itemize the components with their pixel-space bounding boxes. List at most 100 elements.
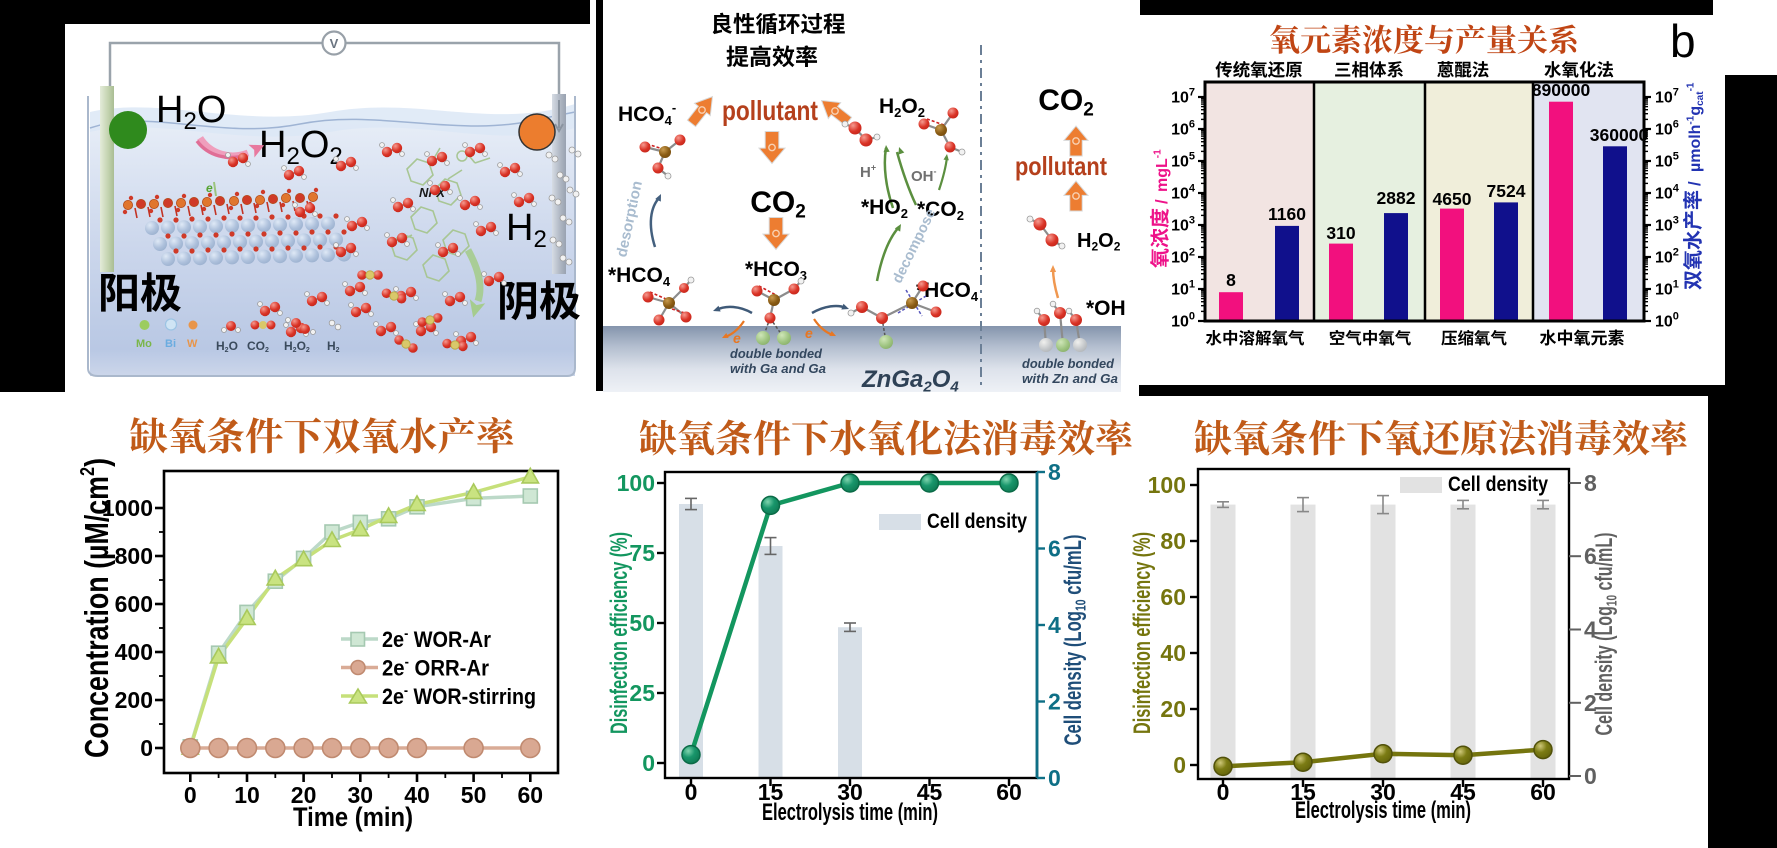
svg-text:0: 0 [140,735,153,761]
svg-text:0: 0 [1584,763,1597,789]
svg-text:20: 20 [291,782,317,808]
svg-text:0: 0 [685,779,698,805]
svg-text:10: 10 [234,782,260,808]
svg-text:Disinfection efficiency (%): Disinfection efficiency (%) [1129,532,1156,734]
svg-text:60: 60 [1160,584,1186,610]
svg-text:4650: 4650 [1433,189,1472,209]
svg-text:8: 8 [1584,470,1597,496]
svg-text:Bi: Bi [165,338,176,350]
svg-text:ZnGa2O4: ZnGa2O4 [861,366,959,395]
svg-text:with Ga and Ga: with Ga and Ga [730,361,826,376]
svg-text:pollutant: pollutant [722,95,818,126]
svg-text:H2O2: H2O2 [879,95,925,120]
svg-text:60: 60 [1530,779,1556,805]
svg-text:50: 50 [461,782,487,808]
svg-text:double bonded: double bonded [1022,356,1115,371]
svg-text:Mo: Mo [136,338,152,350]
svg-text:Time (min): Time (min) [293,802,413,832]
svg-text:H2O: H2O [216,339,238,354]
svg-text:75: 75 [629,540,655,566]
svg-text:HCO4-: HCO4- [618,100,676,128]
svg-text:600: 600 [115,591,153,617]
svg-text:Disinfection efficiency (%): Disinfection efficiency (%) [606,532,633,734]
svg-text:6: 6 [1048,536,1061,562]
svg-text:80: 80 [1160,528,1186,554]
svg-text:0: 0 [1173,752,1186,778]
svg-text:/: / [1152,199,1171,204]
svg-text:7524: 7524 [1487,181,1526,201]
svg-text:H2O2: H2O2 [259,124,343,170]
svg-text:2: 2 [1584,690,1597,716]
svg-text:60: 60 [518,782,544,808]
svg-text:*OH: *OH [1086,297,1126,320]
svg-text:OH-: OH- [911,167,937,185]
svg-text:400: 400 [115,639,153,665]
svg-text:1160: 1160 [1268,204,1306,224]
svg-text:40: 40 [1160,640,1186,666]
svg-text:8: 8 [1226,270,1236,290]
svg-text:30: 30 [1370,779,1396,805]
svg-text:15: 15 [758,779,784,805]
svg-text:e: e [805,325,813,341]
svg-text:*HCO4: *HCO4 [916,279,979,304]
svg-text:Cell density: Cell density [1448,473,1548,496]
svg-text:CO2: CO2 [750,186,806,222]
svg-text:0: 0 [184,782,197,808]
svg-text:Cell density (Log10 cfu/mL): Cell density (Log10 cfu/mL) [1060,535,1089,746]
svg-text:200: 200 [115,687,153,713]
svg-text:e: e [206,181,213,195]
svg-text:*CO2: *CO2 [917,198,964,223]
svg-text:30: 30 [348,782,374,808]
svg-text:H2O2: H2O2 [284,339,310,354]
svg-text:6: 6 [1584,543,1597,569]
svg-text:pollutant: pollutant [1015,151,1107,181]
svg-text:b: b [1670,15,1696,67]
svg-text:100: 100 [617,470,655,496]
svg-text:45: 45 [917,779,943,805]
svg-text:8: 8 [1048,459,1061,485]
svg-text:*HO2: *HO2 [861,196,908,221]
svg-text:1000: 1000 [102,495,153,521]
svg-text:H2: H2 [327,339,340,354]
svg-text:15: 15 [1290,779,1316,805]
svg-text:4: 4 [1048,612,1061,638]
svg-text:Concentration (µM/cm2): Concentration (µM/cm2) [77,458,115,758]
svg-text:0: 0 [642,750,655,776]
svg-text:W: W [187,338,198,350]
svg-text:50: 50 [629,610,655,636]
svg-text:2e- ORR-Ar: 2e- ORR-Ar [382,653,489,680]
svg-text:H2: H2 [506,207,547,253]
svg-text:0: 0 [1217,779,1230,805]
svg-text:30: 30 [837,779,863,805]
svg-text:e: e [733,330,741,346]
svg-text:*HCO4: *HCO4 [608,264,671,289]
svg-text:Electrolysis time (min): Electrolysis time (min) [1295,797,1471,824]
svg-text:45: 45 [1450,779,1476,805]
svg-text:H+: H+ [860,163,876,181]
svg-text:CO2: CO2 [247,339,269,354]
svg-text:mgL-1: mgL-1 [1152,149,1171,192]
svg-text:0: 0 [1048,765,1061,791]
svg-text:with Zn and Ga: with Zn and Ga [1022,371,1118,386]
svg-text:2882: 2882 [1377,188,1416,208]
svg-text:20: 20 [1160,696,1186,722]
svg-text:Cell density: Cell density [927,510,1027,533]
svg-text:100: 100 [1148,472,1186,498]
svg-text:310: 310 [1326,223,1355,243]
svg-text:2e- WOR-stirring: 2e- WOR-stirring [382,682,536,709]
svg-text:µmolh-1gcat-1: µmolh-1gcat-1 [1685,82,1706,172]
svg-text:/: / [1685,181,1704,186]
svg-text:Cell density (Log10 cfu/mL): Cell density (Log10 cfu/mL) [1591,533,1620,736]
svg-text:800: 800 [115,543,153,569]
svg-text:2e- WOR-Ar: 2e- WOR-Ar [382,625,491,652]
svg-text:4: 4 [1584,617,1597,643]
svg-text:Electrolysis time (min): Electrolysis time (min) [762,799,938,826]
svg-text:2: 2 [1048,689,1061,715]
svg-text:60: 60 [996,779,1022,805]
svg-text:double bonded: double bonded [730,346,823,361]
svg-text:40: 40 [404,782,430,808]
svg-text:*HCO3: *HCO3 [745,258,807,283]
svg-text:360000: 360000 [1590,125,1649,145]
svg-text:890000: 890000 [1532,80,1591,100]
svg-text:CO2: CO2 [1038,84,1094,120]
